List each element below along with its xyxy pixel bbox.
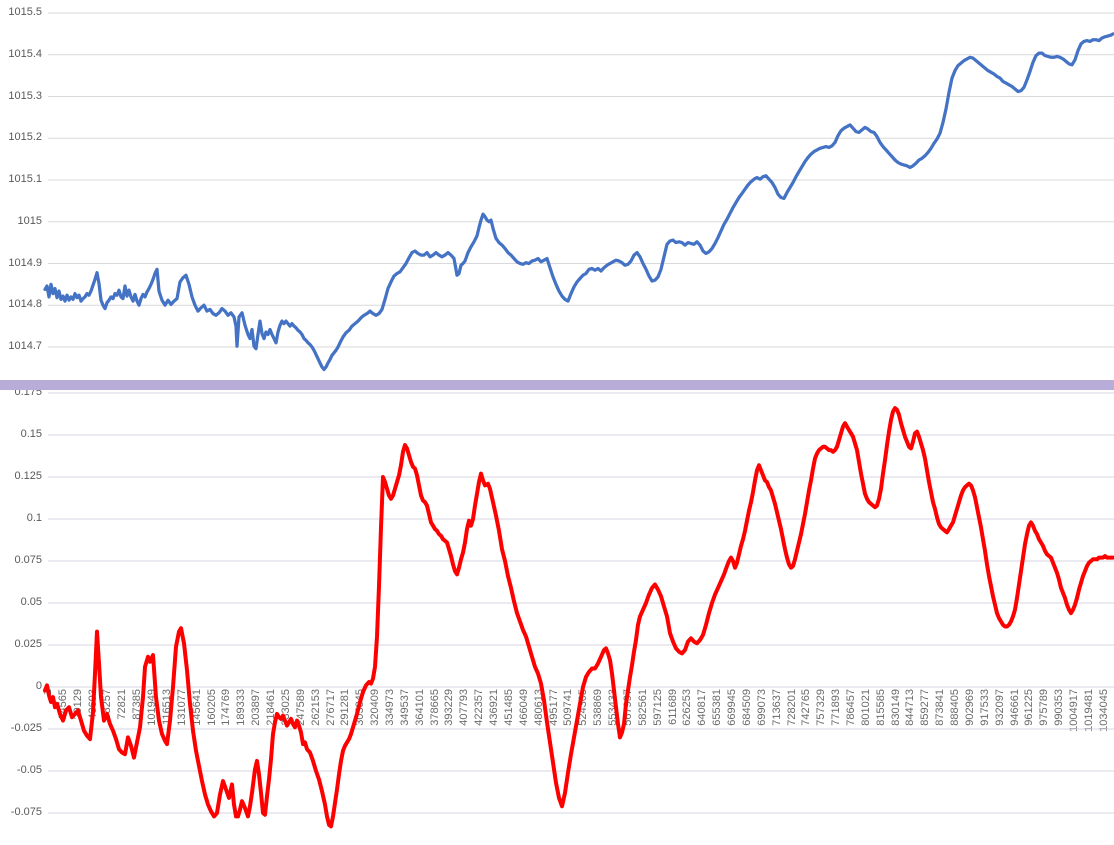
y-tick-label: 1015.2 [8,131,42,144]
x-tick-label: 509741 [562,689,575,726]
x-tick-label: 771893 [830,689,843,726]
y-tick-label: 1015.3 [8,89,42,102]
separator-band [0,380,1114,390]
x-tick-label: 524305 [577,689,590,726]
x-tick-label: 334973 [384,689,396,726]
x-tick-label: 932097 [993,689,1006,726]
x-tick-label: 495177 [547,689,560,726]
delta-line [43,406,1114,829]
x-tick-label: 466049 [517,689,530,726]
x-tick-label: 728201 [785,689,798,726]
y-tick-label: 0.075 [14,554,42,566]
x-tick-label: 597125 [651,689,664,726]
x-tick-label: 58257 [101,689,114,720]
x-tick-label: 1019481 [1082,689,1095,732]
x-tick-label: 43693 [86,689,99,720]
x-tick-label: 72821 [116,689,129,720]
x-tick-label: 436921 [488,689,501,726]
x-tick-label: 262153 [309,689,322,726]
x-tick-label: 101949 [146,689,159,726]
x-tick-label: 189333 [235,689,248,726]
x-tick-label: 29129 [71,689,84,720]
x-tick-label: 946661 [1008,689,1021,726]
x-tick-label: 786457 [844,689,857,726]
x-tick-label: 640817 [696,689,709,726]
x-tick-label: 757329 [815,689,828,726]
x-tick-label: 742765 [800,689,813,726]
x-tick-label: 611689 [666,689,679,725]
y-tick-label: 0.15 [20,428,42,440]
x-tick-label: 815585 [874,689,887,726]
x-tick-label: 14565 [56,689,69,720]
x-tick-label: 830149 [889,689,902,726]
y-tick-label: 1014.9 [8,256,42,269]
x-tick-label: 349537 [398,689,411,726]
x-tick-label: 961225 [1023,689,1036,726]
x-tick-label: 626253 [681,689,694,726]
x-tick-label: 917533 [978,689,991,726]
x-tick-label: 553433 [607,689,620,726]
x-tick-label: 655381 [711,689,724,726]
x-tick-label: 203897 [250,689,263,726]
x-tick-label: 844713 [904,689,917,726]
y-tick-label: 0.05 [20,596,42,608]
y-tick-label: 0 [35,680,42,692]
y-tick-label: -0.05 [16,764,42,776]
y-tick-label: 1015 [17,214,42,227]
x-tick-label: 859277 [919,689,932,726]
price-line [43,32,1114,372]
x-tick-label: 364101 [413,689,426,726]
price-chart-plot [43,12,1114,372]
x-tick-label: 801021 [859,689,872,726]
y-tick-label: -0.025 [10,722,42,734]
x-tick-label: 1004917 [1068,689,1081,732]
y-tick-label: 0.025 [14,638,42,650]
x-tick-label: 87385 [131,689,144,720]
x-tick-label: 247589 [294,689,307,726]
x-tick-label: 407793 [458,689,471,726]
x-tick-label: 699073 [755,689,768,726]
x-tick-label: 393229 [443,689,456,726]
x-tick-label: 422357 [473,689,486,726]
y-tick-label: 1015.1 [8,173,42,185]
x-tick-label: 174769 [220,689,233,726]
x-tick-label: 116513 [160,689,173,725]
x-tick-label: 378665 [428,689,441,726]
x-tick-label: 145641 [190,689,203,726]
y-tick-label: -0.075 [10,806,42,818]
y-tick-label: 1015.5 [8,6,42,18]
x-tick-label: 567997 [621,689,634,726]
x-tick-label: 669945 [726,689,739,726]
y-tick-label: 1015.4 [8,47,42,60]
y-tick-label: 1014.7 [8,340,42,352]
x-tick-label: 291281 [339,689,352,726]
x-tick-label: 684509 [740,689,753,726]
y-tick-label: 0.125 [14,470,42,482]
x-tick-label: 480613 [532,689,545,726]
x-tick-label: 276717 [324,689,337,726]
y-tick-label: 1014.8 [8,298,42,311]
delta-chart-plot [43,392,1114,829]
x-tick-label: 305845 [354,689,367,726]
x-tick-label: 902969 [963,689,976,726]
x-tick-label: 873841 [934,689,947,726]
x-tick-label: 1 [42,689,54,696]
x-tick-label: 582561 [636,689,649,726]
x-tick-label: 975789 [1038,689,1051,726]
x-tick-label: 990353 [1053,689,1066,726]
x-tick-label: 713637 [770,689,783,726]
x-tick-label: 888405 [949,689,962,726]
x-tick-label: 233025 [279,689,292,726]
x-tick-label: 131077 [175,689,188,726]
x-tick-label: 538869 [592,689,605,726]
x-tick-label: 218461 [265,689,278,726]
x-tick-label: 451485 [502,689,515,726]
x-tick-label: 320409 [369,689,382,726]
x-tick-label: 160205 [205,689,218,726]
x-tick-label: 1034045 [1097,689,1110,732]
y-tick-label: 0.1 [26,512,42,524]
